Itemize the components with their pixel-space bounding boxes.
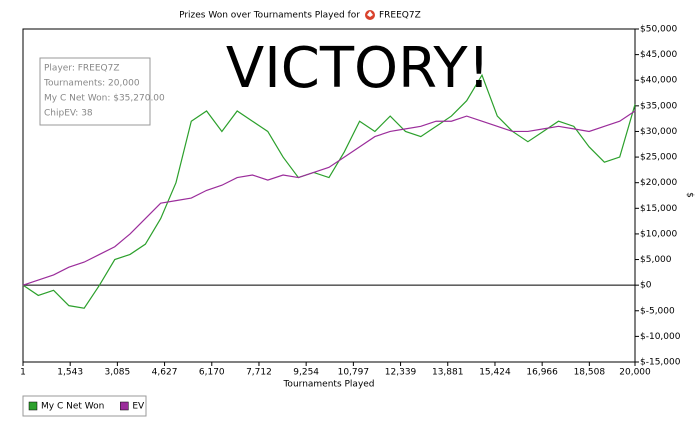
y-tick-label: $30,000 [640,127,677,137]
legend [22,395,147,417]
x-tick-label: 10,797 [338,368,370,378]
y-tick-label: $-15,000 [640,358,681,368]
info-text: Player: FREEQ7Z [44,64,120,74]
info-box [39,57,151,126]
x-tick-label: 6,170 [199,368,225,378]
series-line [22,110,636,286]
x-axis-label: Tournaments Played [282,380,374,390]
series-line [22,73,636,309]
legend-swatch [28,401,38,411]
poker-icon [365,10,375,20]
y-tick-label: $20,000 [640,178,677,188]
legend-label: My C Net Won [41,402,104,412]
x-tick-label: 1 [20,368,26,378]
y-tick-label: $50,000 [640,25,677,35]
chart-title: Prizes Won over Tournaments Played for [179,11,360,21]
y-tick-label: $-5,000 [640,306,675,316]
chart-title-player: FREEQ7Z [379,11,421,21]
x-tick-label: 15,424 [479,368,511,378]
info-text: My C Net Won: $35,270.00 [44,94,165,104]
legend-items: My C Net Won EV [28,401,145,412]
y-tick-label: $5,000 [640,255,672,265]
x-tick-label: 7,712 [246,368,272,378]
info-text: Tournaments: 20,000 [43,79,140,89]
x-tick-label: 4,627 [152,368,178,378]
x-tick-label: 3,085 [104,368,130,378]
x-tick-label: 18,508 [574,368,606,378]
y-tick-label: $35,000 [640,101,677,111]
x-tick-label: 20,000 [619,368,651,378]
plot-frame [22,28,636,363]
legend-swatch [120,401,129,411]
y-tick-label: $40,000 [640,76,677,86]
info-text: ChipEV: 38 [44,109,93,119]
y-tick-label: $15,000 [640,204,677,214]
x-tick-label: 13,881 [432,368,464,378]
victory-annotation: VICTORY! [226,36,490,101]
y-tick-label: $10,000 [640,229,677,239]
x-tick-label: 1,543 [57,368,83,378]
y-tick-label: $-10,000 [640,332,681,342]
y-tick-label: $25,000 [640,153,677,163]
x-tick-label: 16,966 [526,368,558,378]
legend-label: EV [132,402,145,412]
x-tick-label: 12,339 [385,368,417,378]
y-axis-label: $ [685,192,695,198]
y-tick-label: $45,000 [640,50,677,60]
x-tick-label: 9,254 [293,368,319,378]
y-tick-label: $0 [640,281,652,291]
plot: $-15,000 $-10,000 $-5,000 $0 $5,000 $10,000 $1… [20,25,681,378]
